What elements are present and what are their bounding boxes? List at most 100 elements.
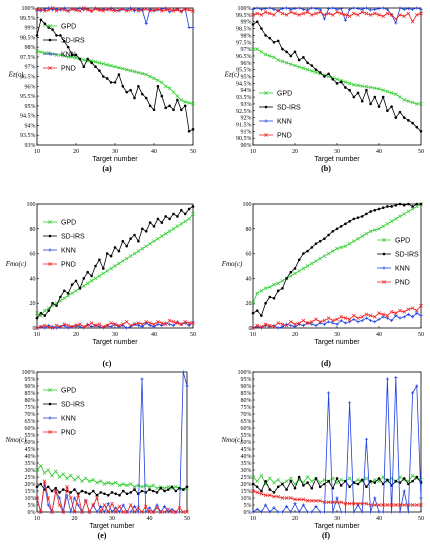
y-tick-label: 97.5%: [20, 55, 36, 61]
data-point: [137, 84, 140, 88]
data-point: [183, 100, 188, 104]
data-point: [91, 477, 96, 482]
data-point: [125, 510, 129, 514]
data-point: [377, 317, 381, 321]
data-point: [35, 311, 39, 315]
data-point: [411, 315, 415, 319]
data-point: [268, 6, 272, 10]
legend-entry: SD-IRS: [277, 105, 301, 112]
data-point: [128, 254, 133, 258]
data-point: [272, 7, 276, 11]
data-point: [124, 67, 129, 72]
data-point: [132, 510, 137, 514]
data-point: [117, 504, 122, 509]
data-point: [259, 510, 263, 514]
data-point: [66, 9, 71, 13]
data-point: [183, 219, 188, 224]
data-point: [264, 503, 268, 507]
data-point: [129, 6, 133, 10]
data-point: [61, 488, 65, 491]
data-point: [302, 252, 305, 255]
data-point: [148, 9, 152, 13]
data-point: [152, 322, 156, 327]
data-point: [276, 510, 280, 514]
data-point: [83, 498, 88, 503]
data-point: [129, 510, 133, 514]
data-point: [109, 321, 113, 325]
data-point: [415, 475, 419, 479]
data-point: [419, 314, 423, 318]
y-tick-label: 90%: [25, 384, 36, 390]
data-point: [327, 72, 330, 76]
data-point: [255, 291, 260, 296]
y-tick-label: 0%: [28, 510, 36, 516]
data-point: [280, 325, 284, 329]
data-point: [128, 8, 133, 12]
y-tick-label: 92.5%: [236, 109, 252, 115]
data-point: [293, 497, 297, 502]
data-point: [305, 321, 310, 325]
data-point: [364, 312, 369, 317]
data-point: [335, 246, 339, 251]
y-tick-label: 70%: [241, 412, 252, 418]
data-point: [305, 264, 310, 268]
data-point: [76, 493, 81, 498]
y-axis-label: Fmo(c): [221, 260, 243, 268]
data-point: [314, 323, 318, 328]
data-point: [306, 481, 309, 484]
data-point: [50, 326, 55, 330]
x-tick-label: 40: [147, 516, 153, 522]
data-point: [156, 217, 160, 221]
data-point: [297, 58, 301, 62]
data-point: [344, 479, 347, 483]
data-point: [181, 488, 185, 491]
data-point: [46, 468, 51, 472]
y-tick-label: 20: [30, 301, 36, 307]
data-point: [183, 104, 187, 108]
data-point: [309, 69, 314, 73]
data-point: [187, 25, 191, 30]
data-point: [263, 493, 268, 498]
data-point: [415, 311, 419, 315]
data-point: [144, 229, 148, 233]
data-point: [180, 208, 183, 212]
data-point: [356, 13, 360, 17]
data-point: [148, 221, 152, 224]
data-point: [259, 288, 264, 293]
data-point: [66, 326, 70, 330]
data-point: [293, 271, 297, 276]
series-pnd: [251, 303, 423, 330]
data-point: [260, 489, 263, 493]
data-point: [68, 473, 73, 478]
data-point: [267, 11, 272, 16]
data-point: [89, 9, 94, 13]
data-point: [156, 322, 160, 326]
data-point: [322, 318, 327, 323]
data-point: [369, 479, 372, 483]
data-point: [339, 314, 344, 319]
y-tick-label: 10%: [241, 496, 252, 502]
data-point: [54, 7, 59, 11]
panel-caption: (b): [321, 164, 331, 173]
data-point: [414, 13, 419, 17]
data-point: [76, 475, 81, 479]
data-point: [74, 8, 78, 12]
data-point: [326, 316, 331, 320]
y-tick-label: 96.5%: [236, 54, 252, 60]
y-tick-label: 93.5%: [236, 95, 252, 101]
data-point: [72, 496, 77, 500]
data-point: [398, 6, 402, 10]
legend-entry: KNN: [61, 248, 76, 255]
data-point: [35, 468, 39, 472]
data-point: [175, 224, 180, 229]
data-point: [293, 267, 297, 270]
data-point: [364, 316, 368, 320]
data-point: [411, 391, 415, 395]
data-point: [381, 206, 385, 210]
data-point: [352, 95, 356, 99]
data-point: [65, 484, 69, 489]
data-point: [410, 306, 415, 311]
legend-entry: PND: [61, 262, 76, 269]
data-point: [415, 125, 419, 129]
data-point: [133, 96, 136, 100]
